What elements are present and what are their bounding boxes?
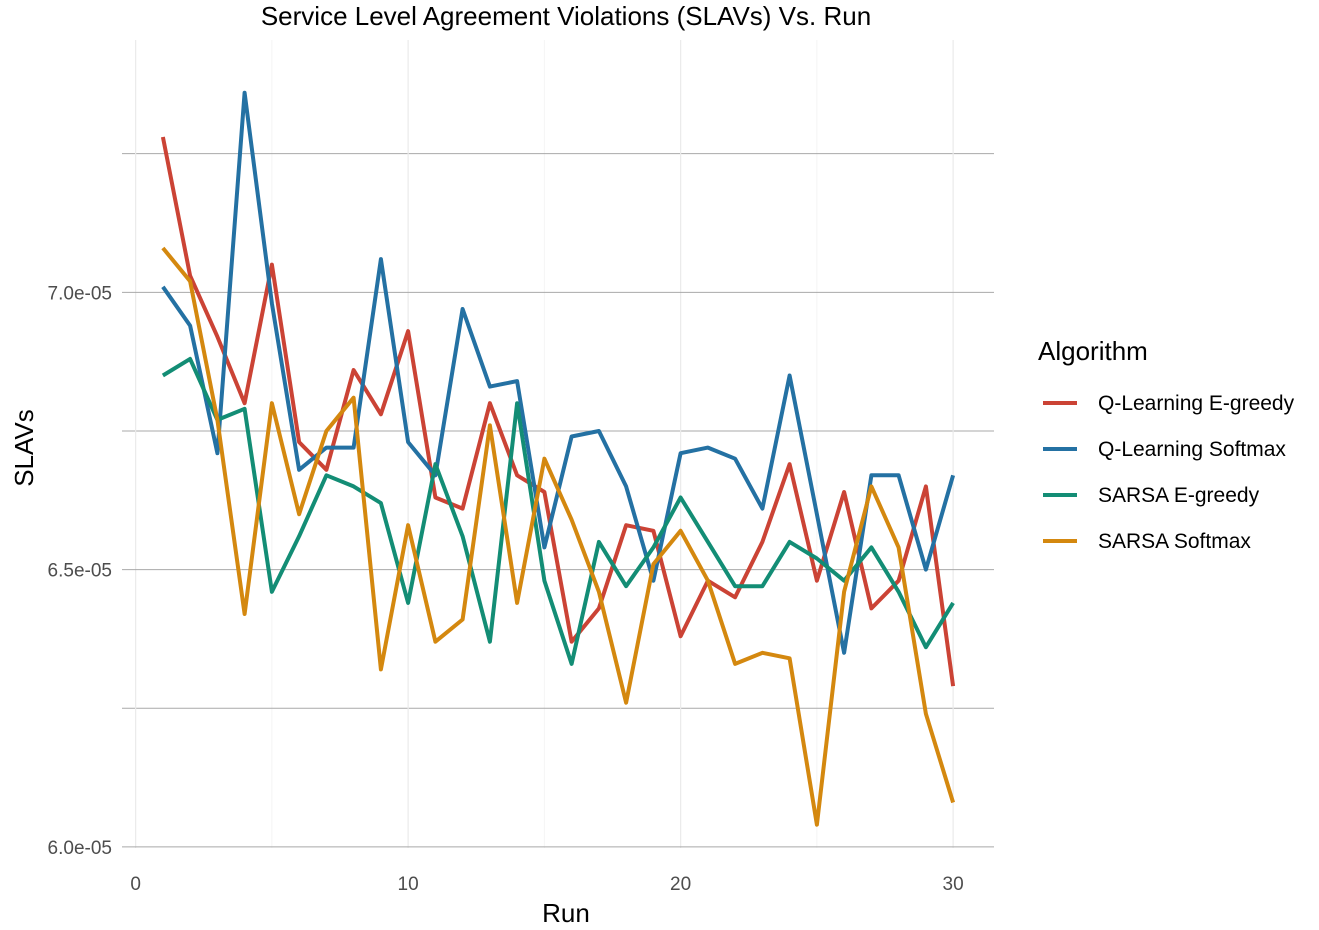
series-line-sarsa-e-greedy [161,356,955,666]
series-line-sarsa-softmax [161,246,956,827]
x-tick-label: 30 [943,874,964,895]
y-axis-title: SLAVs [9,409,39,487]
x-axis-title: Run [542,898,590,928]
series-line-q-learning-e-greedy [160,136,956,687]
y-tick-label: 6.0e-05 [48,838,112,859]
x-tick-label: 20 [670,874,691,895]
x-tick-label: 0 [130,874,141,895]
legend-label: Q-Learning E-greedy [1098,392,1295,415]
legend-item: Q-Learning Softmax [1043,438,1286,461]
legend-label: Q-Learning Softmax [1098,438,1286,461]
x-tick-label: 10 [398,874,419,895]
legend-item: SARSA Softmax [1043,530,1251,553]
legend-title: Algorithm [1038,336,1148,366]
legend-item: Q-Learning E-greedy [1043,392,1295,415]
legend: Algorithm Q-Learning E-greedyQ-Learning … [1038,336,1295,553]
x-axis-tick-labels: 0 10 20 30 [130,874,963,895]
legend-label: SARSA E-greedy [1098,484,1260,507]
legend-items: Q-Learning E-greedy Q-Learning Softmax SAR… [1043,392,1295,553]
legend-label: SARSA Softmax [1098,530,1251,553]
y-tick-label: 6.5e-05 [48,561,112,582]
y-axis-tick-labels: 6.0e-05 6.5e-05 7.0e-05 [48,283,112,859]
y-tick-label: 7.0e-05 [48,283,112,304]
series-lines [160,90,956,827]
legend-item: SARSA E-greedy [1043,484,1260,507]
chart-title: Service Level Agreement Violations (SLAV… [261,1,871,31]
